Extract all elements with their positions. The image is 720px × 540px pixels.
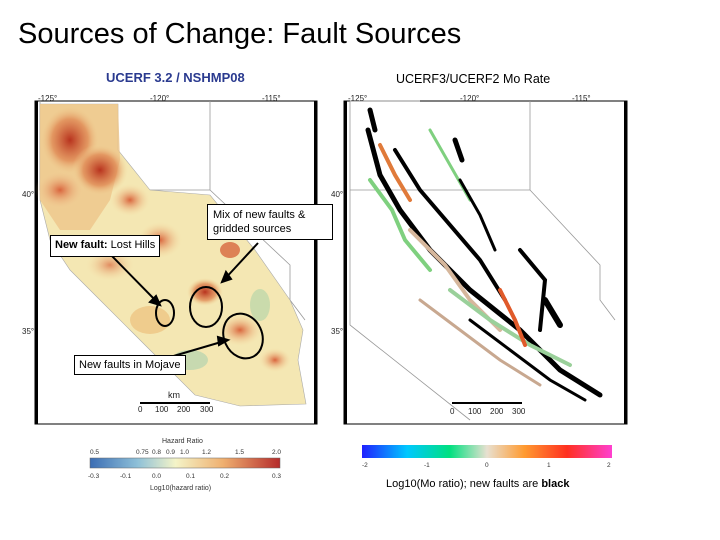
callout-mix-sources: Mix of new faults & gridded sources [207, 204, 333, 240]
left-lon-tick-2: -120° [150, 94, 170, 103]
right-lon-tick-3: -115° [572, 94, 591, 103]
left-lon-tick-1: -125° [38, 94, 58, 103]
legend-top-tick: 0.9 [166, 449, 176, 456]
legend-tick: -1 [424, 462, 430, 469]
left-lat-tick-1: 40° [22, 190, 35, 199]
right-legend-caption: Log10(Mo ratio); new faults are black [386, 478, 569, 490]
right-scale-300: 300 [512, 407, 526, 416]
callout-lost-hills-text: Lost Hills [107, 239, 156, 251]
right-scale-100: 100 [468, 407, 482, 416]
right-scale-0: 0 [450, 407, 455, 416]
legend-bottom-tick: 0.2 [220, 473, 230, 480]
left-scale-label: km [168, 390, 180, 400]
legend-bottom-tick: -0.1 [120, 473, 132, 480]
right-lon-tick-2: -120° [460, 94, 480, 103]
legend-tick: 2 [607, 462, 611, 469]
legend-top-tick: 2.0 [272, 449, 282, 456]
callout-mojave: New faults in Mojave [74, 355, 186, 375]
right-legend-caption-text: Log10(Mo ratio); new faults are [386, 478, 539, 490]
legend-top-tick: 0.8 [152, 449, 162, 456]
legend-bottom-tick: 0.3 [272, 473, 282, 480]
legend-tick: 1 [547, 462, 551, 469]
left-scale-100: 100 [155, 405, 169, 414]
slide-title: Sources of Change: Fault Sources [18, 18, 462, 50]
callout-lost-hills: New fault: Lost Hills [50, 235, 161, 257]
right-scale-200: 200 [490, 407, 504, 416]
right-map-title: UCERF3/UCERF2 Mo Rate [396, 72, 551, 86]
left-lon-tick-3: -115° [262, 94, 281, 103]
legend-top-tick: 0.5 [90, 449, 100, 456]
legend-top-tick: 1.5 [235, 449, 245, 456]
left-legend-caption: Log10(hazard ratio) [150, 485, 212, 492]
left-lat-tick-2: 35° [22, 327, 35, 336]
legend-top-tick: 1.2 [202, 449, 212, 456]
legend-tick: -2 [362, 462, 368, 469]
legend-bottom-tick: -0.3 [88, 473, 100, 480]
right-legend-caption-bold: black [541, 478, 570, 490]
left-map-title: UCERF 3.2 / NSHMP08 [106, 70, 245, 85]
legend-top-tick: 0.75 [136, 449, 149, 456]
left-scale-0: 0 [138, 405, 143, 414]
legend-tick: 0 [485, 462, 489, 469]
callout-lost-hills-bold: New fault: [55, 239, 108, 251]
left-scale-300: 300 [200, 405, 214, 414]
right-map [343, 100, 628, 458]
legend-top-tick: 1.0 [180, 449, 190, 456]
legend-bottom-tick: 0.1 [186, 473, 196, 480]
right-lat-tick-1: 40° [331, 190, 344, 199]
left-scale-200: 200 [177, 405, 191, 414]
left-legend-title: Hazard Ratio [162, 438, 203, 445]
right-lat-tick-2: 35° [331, 327, 344, 336]
left-map [34, 100, 318, 469]
right-lon-tick-1: -125° [348, 94, 368, 103]
legend-bottom-tick: 0.0 [152, 473, 162, 480]
